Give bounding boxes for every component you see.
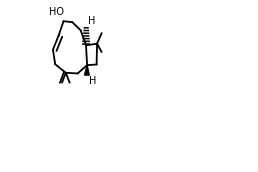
Polygon shape [85, 65, 89, 75]
Text: H: H [88, 76, 96, 86]
Text: H: H [88, 16, 95, 26]
Text: HO: HO [49, 7, 64, 17]
